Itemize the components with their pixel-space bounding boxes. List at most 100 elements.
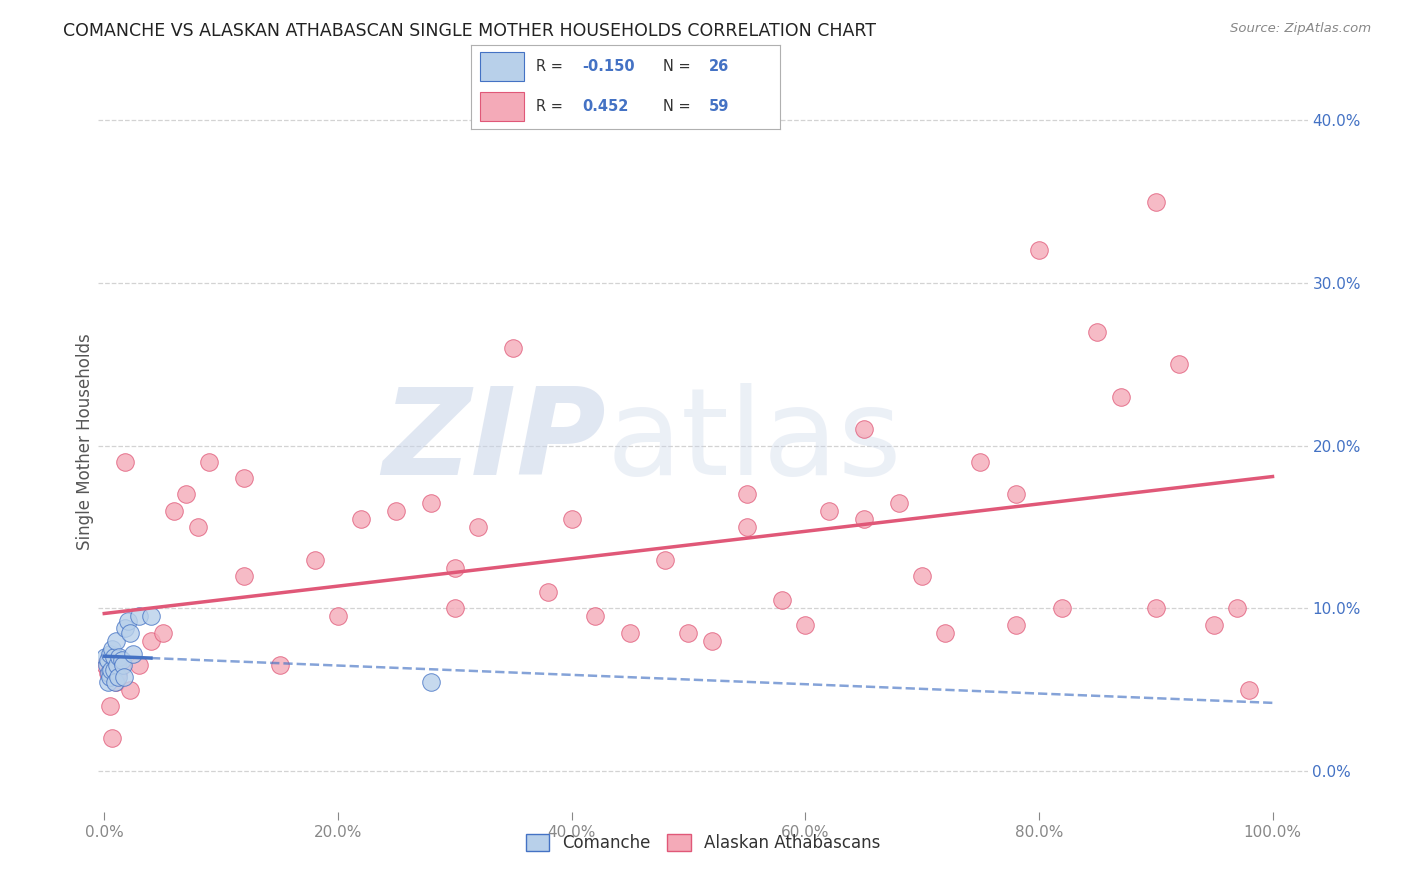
Point	[467, 520, 489, 534]
Point	[654, 552, 676, 566]
Point	[1144, 194, 1167, 209]
Bar	[481, 92, 523, 120]
Y-axis label: Single Mother Households: Single Mother Households	[76, 334, 94, 549]
Point	[97, 666, 120, 681]
Point	[583, 609, 606, 624]
Point	[934, 625, 956, 640]
Point	[105, 658, 128, 673]
Point	[326, 609, 349, 624]
Point	[1109, 390, 1132, 404]
Point	[101, 642, 124, 657]
Point	[887, 495, 910, 509]
Point	[187, 520, 209, 534]
Point	[96, 658, 118, 673]
Point	[104, 633, 127, 648]
Point	[97, 674, 120, 689]
Point	[385, 504, 408, 518]
Point	[112, 670, 135, 684]
Point	[98, 670, 121, 684]
Point	[104, 658, 127, 673]
Point	[735, 487, 758, 501]
Point	[1226, 601, 1249, 615]
Point	[817, 504, 839, 518]
Point	[1028, 244, 1050, 258]
Point	[100, 663, 122, 677]
Point	[104, 674, 127, 689]
Point	[103, 663, 125, 677]
Text: 0.452: 0.452	[582, 99, 628, 114]
Point	[152, 625, 174, 640]
Point	[304, 552, 326, 566]
Point	[94, 658, 117, 673]
Point	[350, 512, 373, 526]
Point	[269, 658, 291, 673]
Point	[107, 666, 129, 681]
Point	[128, 609, 150, 624]
Point	[97, 666, 120, 681]
Point	[537, 585, 560, 599]
Text: R =: R =	[536, 59, 568, 74]
Point	[107, 670, 129, 684]
Point	[852, 512, 875, 526]
Point	[114, 621, 136, 635]
Point	[103, 650, 125, 665]
Text: ZIP: ZIP	[382, 383, 606, 500]
Point	[735, 520, 758, 534]
Text: R =: R =	[536, 99, 572, 114]
Text: Source: ZipAtlas.com: Source: ZipAtlas.com	[1230, 22, 1371, 36]
Point	[1085, 325, 1108, 339]
Point	[118, 682, 141, 697]
Text: N =: N =	[662, 59, 695, 74]
Text: COMANCHE VS ALASKAN ATHABASCAN SINGLE MOTHER HOUSEHOLDS CORRELATION CHART: COMANCHE VS ALASKAN ATHABASCAN SINGLE MO…	[63, 22, 876, 40]
Text: N =: N =	[662, 99, 695, 114]
Point	[1144, 601, 1167, 615]
Point	[98, 647, 121, 661]
Point	[128, 658, 150, 673]
Point	[111, 658, 134, 673]
Point	[561, 512, 583, 526]
Point	[117, 615, 139, 629]
Text: 59: 59	[709, 99, 730, 114]
Point	[1237, 682, 1260, 697]
Point	[770, 593, 793, 607]
Point	[678, 625, 700, 640]
Point	[619, 625, 641, 640]
Point	[1004, 487, 1026, 501]
Point	[139, 633, 162, 648]
Point	[174, 487, 197, 501]
Point	[1168, 357, 1191, 371]
Legend: Comanche, Alaskan Athabascans: Comanche, Alaskan Athabascans	[519, 828, 887, 859]
Point	[139, 609, 162, 624]
Point	[111, 658, 134, 673]
Point	[969, 455, 991, 469]
Point	[101, 731, 124, 746]
Point	[233, 568, 256, 582]
Point	[700, 633, 723, 648]
Point	[1052, 601, 1074, 615]
Point	[502, 341, 524, 355]
Point	[198, 455, 221, 469]
Point	[420, 495, 443, 509]
Point	[1204, 617, 1226, 632]
Point	[420, 674, 443, 689]
Point	[104, 674, 127, 689]
Point	[1004, 617, 1026, 632]
Point	[163, 504, 186, 518]
Bar	[481, 53, 523, 81]
Point	[94, 650, 117, 665]
Point	[443, 601, 465, 615]
Text: -0.150: -0.150	[582, 59, 636, 74]
Point	[443, 560, 465, 574]
Point	[111, 653, 134, 667]
Point	[97, 653, 120, 667]
Point	[114, 455, 136, 469]
Text: atlas: atlas	[606, 383, 901, 500]
Point	[911, 568, 934, 582]
Point	[98, 698, 121, 713]
Point	[118, 625, 141, 640]
Point	[794, 617, 817, 632]
Point	[108, 650, 131, 665]
Text: 26: 26	[709, 59, 730, 74]
Point	[852, 422, 875, 436]
Point	[122, 647, 145, 661]
